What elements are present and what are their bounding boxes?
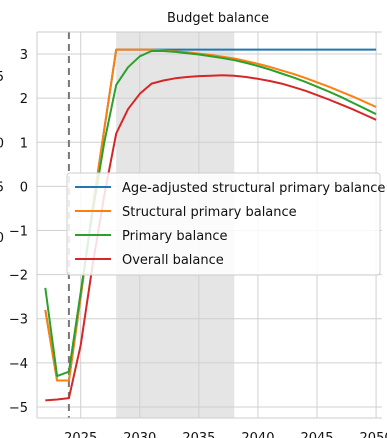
- y-tick-label: 0: [20, 180, 28, 195]
- legend: Age-adjusted structural primary balance S…: [66, 172, 385, 276]
- y-tick-label: −4: [9, 357, 28, 372]
- x-tick-label: 2025: [64, 431, 97, 438]
- y-tick-label: 2: [20, 92, 28, 107]
- legend-box: [66, 172, 381, 276]
- y-tick-label: 1: [20, 136, 28, 151]
- x-tick-label: 2050: [360, 431, 387, 438]
- x-tick-label: 2030: [123, 431, 156, 438]
- x-tick-label: 2035: [182, 431, 215, 438]
- y-tick-label: −1: [9, 225, 28, 240]
- legend-label-2: Structural primary balance: [122, 205, 297, 220]
- y-tick-label: 3: [20, 48, 28, 63]
- legend-label-3: Primary balance: [122, 229, 228, 244]
- y-tick-label: −3: [9, 313, 28, 328]
- legend-label-1: Age-adjusted structural primary balance: [122, 181, 385, 196]
- x-tick-label: 2040: [241, 431, 274, 438]
- x-tick-label: 2045: [300, 431, 333, 438]
- left-edge-tick-label: 0: [0, 136, 4, 151]
- left-edge-tick-label: 5: [0, 70, 4, 85]
- series-line-3: [44, 50, 377, 378]
- chart-title: Budget balance: [167, 11, 269, 26]
- series-line-2: [44, 48, 377, 382]
- left-edge-tick-label: 0: [0, 231, 4, 246]
- left-edge-tick-label: 5: [0, 180, 4, 195]
- y-tick-label: −2: [9, 269, 28, 284]
- y-tick-label: −5: [9, 401, 28, 416]
- legend-label-4: Overall balance: [122, 253, 224, 268]
